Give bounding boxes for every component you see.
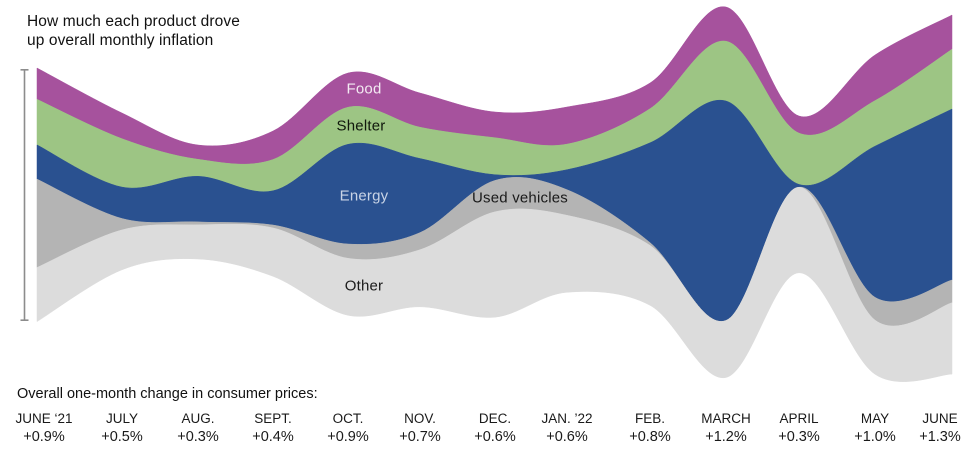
month-label: JAN. ’22 xyxy=(541,411,593,426)
month-change-value: +0.6% xyxy=(546,429,588,445)
month-label: DEC. xyxy=(478,411,512,426)
month-label: APRIL xyxy=(779,411,819,426)
chart-title: How much each product drove up overall m… xyxy=(27,13,240,49)
month-label: NOV. xyxy=(404,411,436,426)
month-label: JUNE xyxy=(922,411,958,426)
month-change-value: +1.2% xyxy=(705,429,747,445)
month-change-value: +0.6% xyxy=(474,429,516,445)
month-change-value: +0.3% xyxy=(177,429,219,445)
month-label: MAY xyxy=(860,411,890,426)
month-tick: MARCH +1.2% xyxy=(701,409,751,447)
month-label: MARCH xyxy=(701,411,751,426)
month-label: JUNE ‘21 xyxy=(15,411,73,426)
y-axis-bracket xyxy=(20,69,29,322)
month-label: OCT. xyxy=(332,411,364,426)
month-change-value: +0.5% xyxy=(101,429,143,445)
stream-label-used-vehicles: Used vehicles xyxy=(472,189,568,207)
month-tick: AUG. +0.3% xyxy=(177,409,219,447)
month-tick: JUNE ‘21 +0.9% xyxy=(15,409,72,447)
month-change-value: +0.4% xyxy=(252,429,294,445)
stream-label-other: Other xyxy=(344,277,384,295)
month-label: SEPT. xyxy=(254,411,292,426)
x-axis-caption: Overall one-month change in consumer pri… xyxy=(17,386,318,402)
stream-label-energy: Energy xyxy=(339,187,389,205)
month-tick: FEB. +0.8% xyxy=(629,409,671,447)
month-tick: MAY +1.0% xyxy=(854,409,896,447)
month-change-value: +1.0% xyxy=(854,429,896,445)
month-change-value: +0.9% xyxy=(327,429,369,445)
month-tick: NOV. +0.7% xyxy=(399,409,441,447)
month-tick: SEPT. +0.4% xyxy=(252,409,294,447)
month-label: FEB. xyxy=(634,411,665,426)
month-tick: APRIL +0.3% xyxy=(778,409,820,447)
stream-label-shelter: Shelter xyxy=(336,117,386,135)
month-change-value: +1.3% xyxy=(919,429,961,445)
month-tick: JAN. ’22 +0.6% xyxy=(541,409,592,447)
stream-layer-other xyxy=(36,186,953,382)
month-axis: JUNE ‘21 +0.9% JULY +0.5% AUG. +0.3% SEPT. +0.4… xyxy=(0,409,972,451)
month-label: JULY xyxy=(105,411,138,426)
month-tick: DEC. +0.6% xyxy=(474,409,516,447)
month-change-value: +0.9% xyxy=(23,429,65,445)
stream-label-food: Food xyxy=(346,80,382,98)
month-change-value: +0.7% xyxy=(399,429,441,445)
month-tick: JULY +0.5% xyxy=(101,409,143,447)
month-change-value: +0.3% xyxy=(778,429,820,445)
month-change-value: +0.8% xyxy=(629,429,671,445)
month-label: AUG. xyxy=(181,411,215,426)
month-tick: JUNE +1.3% xyxy=(919,409,961,447)
month-tick: OCT. +0.9% xyxy=(327,409,369,447)
